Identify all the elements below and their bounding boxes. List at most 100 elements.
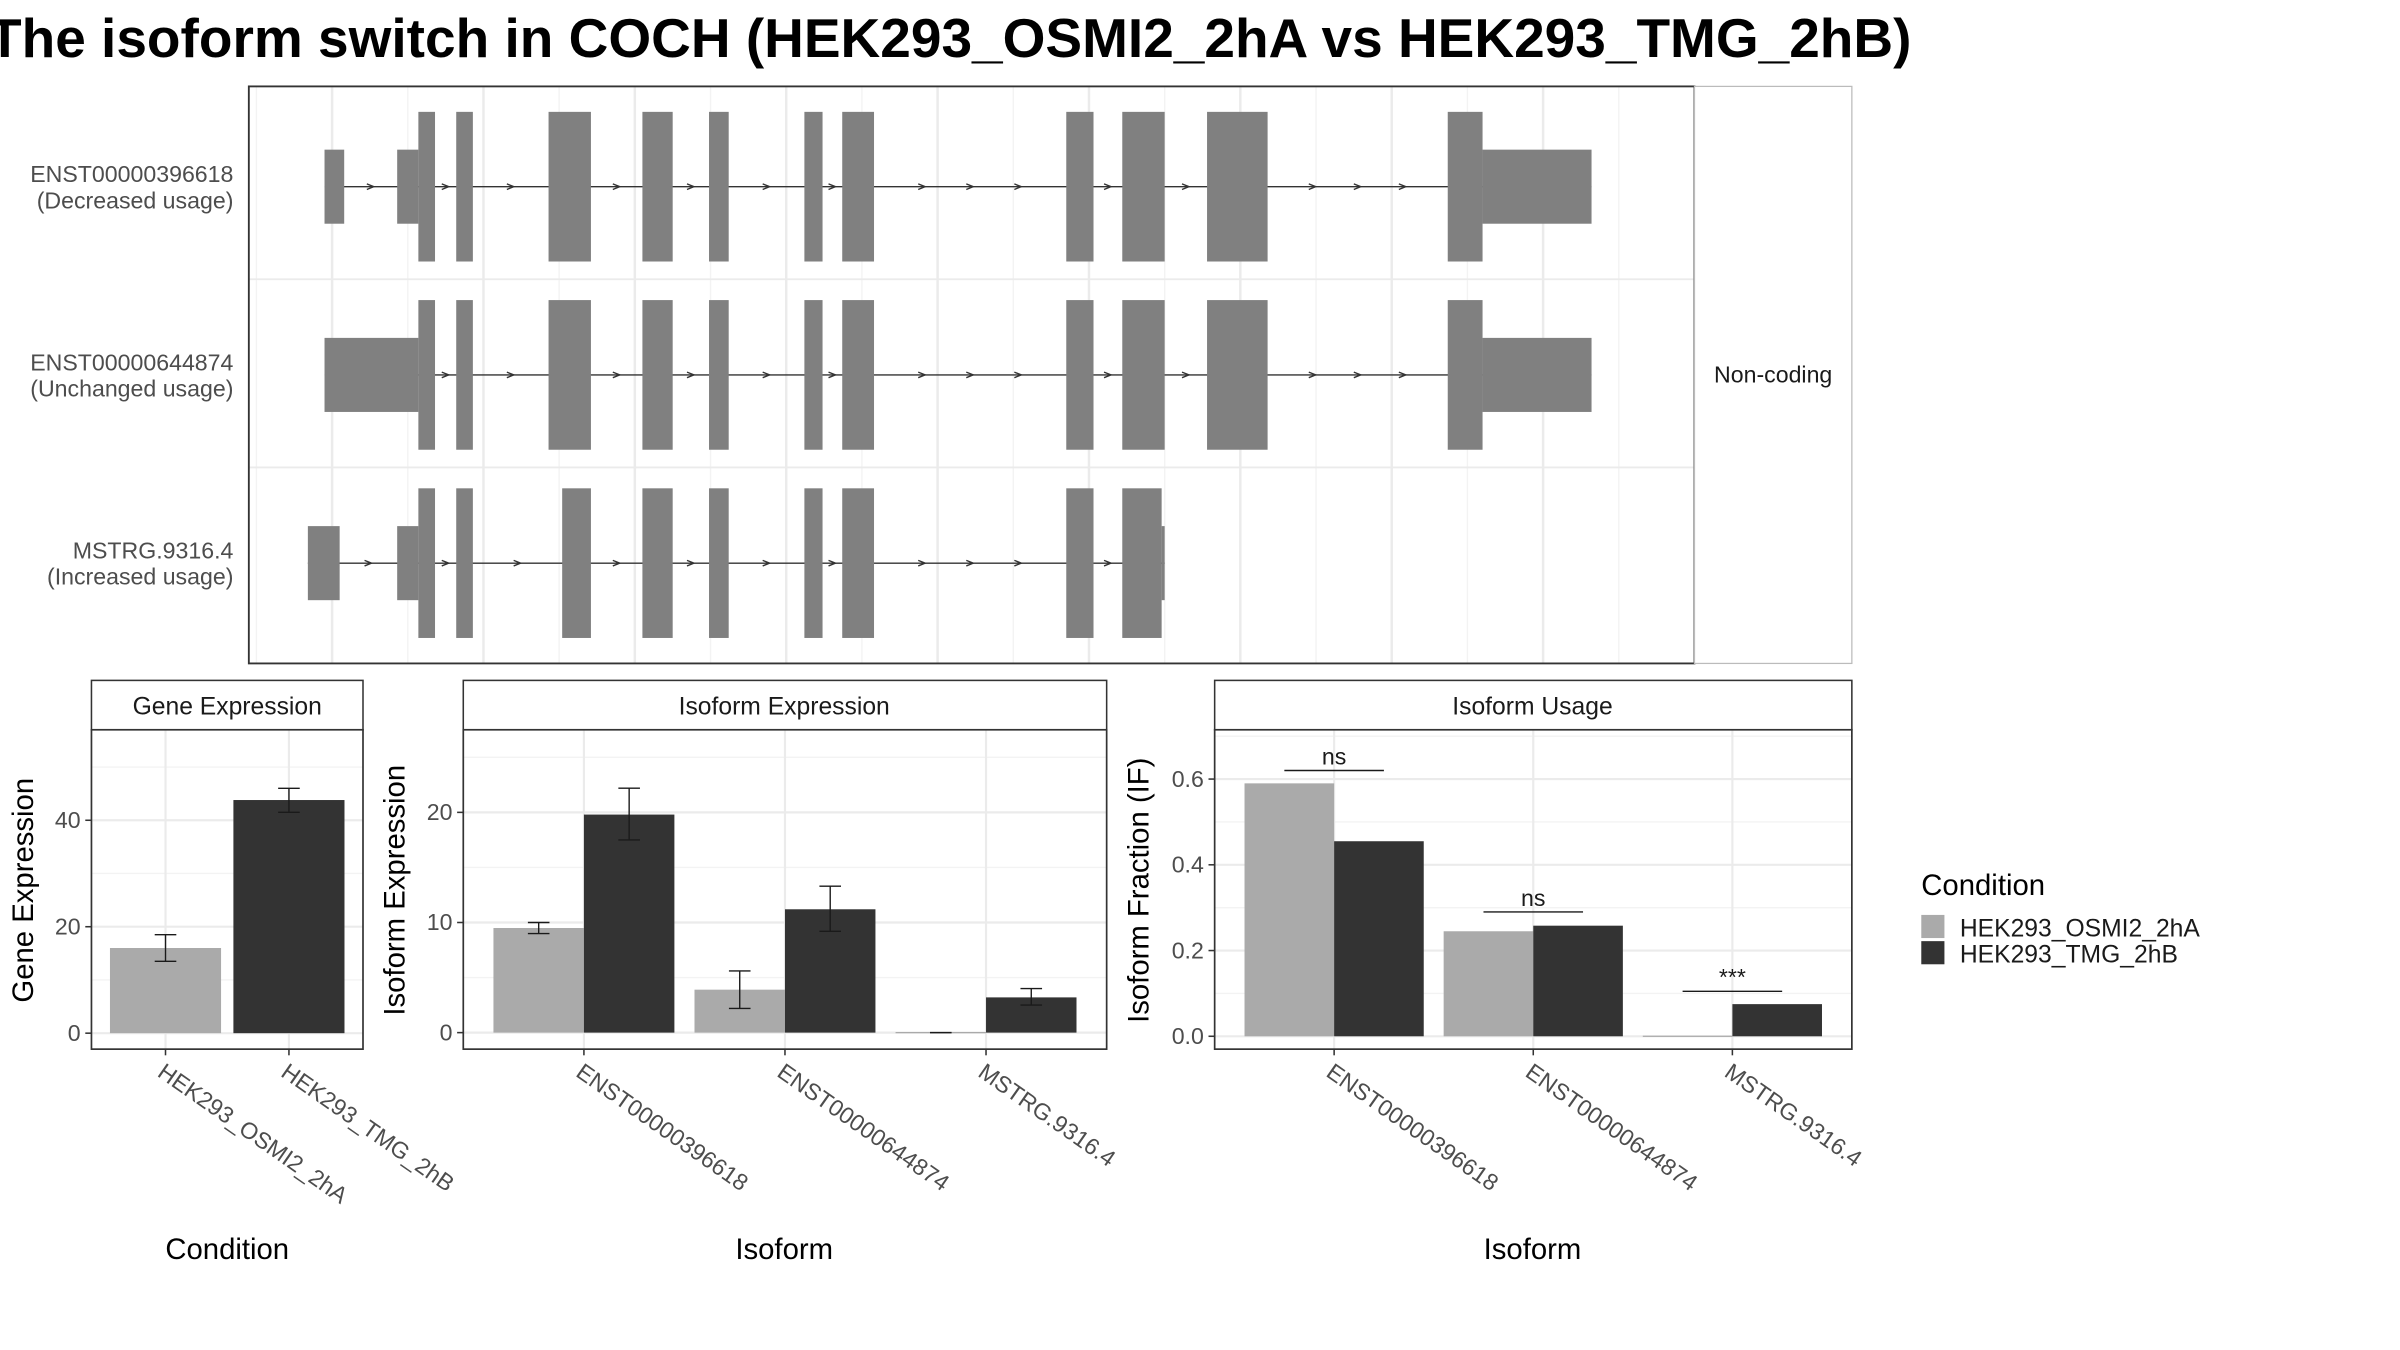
bar: [1334, 841, 1424, 1037]
exon: [397, 526, 419, 601]
y-tick-label: 0.2: [1172, 937, 1204, 963]
bar: [1642, 1035, 1733, 1037]
strand-arrow: [1308, 371, 1318, 379]
exon: [1447, 300, 1483, 450]
y-tick-label: 0: [68, 1020, 81, 1046]
strand-arrow: [441, 371, 451, 379]
x-tick-label: ENST00000396618: [572, 1058, 753, 1196]
exon: [397, 149, 419, 224]
exon: [842, 300, 875, 450]
x-tick-label: ENST00000396618: [1322, 1058, 1503, 1196]
y-tick-label: 40: [55, 807, 81, 833]
exon: [1447, 111, 1483, 262]
error-bar: [728, 970, 751, 1010]
strip-label-non-coding: Non-coding: [1714, 362, 1832, 388]
isoform-usage-plot: 0.0 0.2 0.4 0.6 ns ns *** ENST00000396618 ENST00…: [1172, 728, 1867, 1196]
strand-arrow: [1014, 559, 1024, 567]
legend-swatch-tmg: [1921, 941, 1945, 965]
strand-arrow: [513, 559, 523, 567]
strand-arrow: [1181, 183, 1191, 191]
strand-arrow: [364, 559, 374, 567]
bar: [1443, 931, 1534, 1037]
strand-arrow: [828, 371, 838, 379]
strand-arrow: [1103, 559, 1113, 567]
exon: [418, 488, 436, 638]
exon: [418, 300, 436, 450]
strand-arrow: [762, 183, 772, 191]
exon: [324, 337, 419, 412]
exon: [1122, 488, 1162, 638]
strand-arrow: [828, 559, 838, 567]
exon: [642, 488, 673, 638]
error-bar: [527, 921, 550, 935]
exon: [548, 300, 591, 450]
legend-swatch-osmi2: [1921, 914, 1945, 939]
strand-arrow: [762, 559, 772, 567]
exon: [456, 111, 473, 262]
exon: [1482, 337, 1592, 412]
y-tick-label: 0.0: [1172, 1023, 1204, 1049]
strand-arrow: [1308, 183, 1318, 191]
strand-arrow: [1353, 183, 1363, 191]
error-bar: [1020, 987, 1043, 1006]
x-axis-label-condition: Condition: [165, 1233, 289, 1266]
strand-arrow: [1014, 183, 1024, 191]
x-tick-label: ENST00000644874: [773, 1058, 954, 1196]
strand-arrow: [1398, 183, 1408, 191]
facet-strip-gene-expression: [90, 679, 364, 731]
exon: [804, 111, 823, 262]
strand-arrow: [1181, 371, 1191, 379]
exon: [642, 300, 673, 450]
y-tick-label: 0: [440, 1019, 453, 1045]
isoform-name: MSTRG.9316.4: [73, 538, 234, 564]
y-axis-label-gene-expression: Gene Expression: [7, 778, 40, 1003]
legend-title: Condition: [1921, 869, 2045, 902]
strand-arrow: [612, 183, 622, 191]
bar: [1732, 1004, 1822, 1037]
x-tick-label: MSTRG.9316.4: [974, 1058, 1121, 1172]
isoform-usage-panel: Isoform Usage 0.0 0.2 0.4 0.6 ns ns *** ENST000…: [1122, 679, 1867, 1266]
strand-arrow: [441, 183, 451, 191]
plot-border: [90, 728, 364, 1050]
significance-label: ns: [1322, 743, 1346, 769]
y-tick-label: 20: [55, 913, 81, 939]
exon: [1161, 526, 1165, 601]
y-tick-label: 10: [427, 909, 453, 935]
strand-arrow: [686, 183, 696, 191]
bar: [493, 928, 584, 1033]
isoform-labels: ENST00000396618(Decreased usage) ENST0000…: [30, 161, 233, 590]
facet-strip-isoform-expression: [462, 679, 1108, 731]
exon: [709, 111, 729, 262]
strand-arrow: [506, 183, 516, 191]
x-axis-label-isoform: Isoform: [735, 1233, 833, 1266]
exon: [709, 488, 729, 638]
strand-arrow: [917, 559, 928, 567]
exon: [842, 488, 875, 638]
strand-arrow: [966, 371, 976, 379]
exon: [324, 149, 345, 224]
exon: [804, 488, 823, 638]
exon: [307, 526, 340, 601]
isoform-track: [307, 488, 1165, 638]
exon: [1122, 111, 1165, 262]
isoform-name: ENST00000396618: [30, 161, 233, 187]
bar: [109, 948, 222, 1034]
exon: [842, 111, 875, 262]
exon: [1122, 300, 1165, 450]
strand-arrow: [1353, 371, 1363, 379]
error-bar: [819, 885, 842, 932]
exon: [548, 111, 591, 262]
exon: [418, 111, 436, 262]
gene-structure-panel: Non-coding ENST00000396618(Decreased usa…: [30, 85, 1853, 665]
strand-arrow: [828, 183, 838, 191]
exon: [1207, 300, 1268, 450]
strand-arrow: [506, 371, 516, 379]
strand-arrow: [1014, 371, 1024, 379]
strand-arrow: [686, 371, 696, 379]
facet-title-isoform-expression: Isoform Expression: [679, 693, 890, 720]
exon: [1066, 488, 1094, 638]
isoform-usage-label: (Unchanged usage): [30, 376, 233, 402]
y-tick-label: 20: [427, 799, 453, 825]
isoform-usage-label: (Increased usage): [47, 564, 233, 590]
